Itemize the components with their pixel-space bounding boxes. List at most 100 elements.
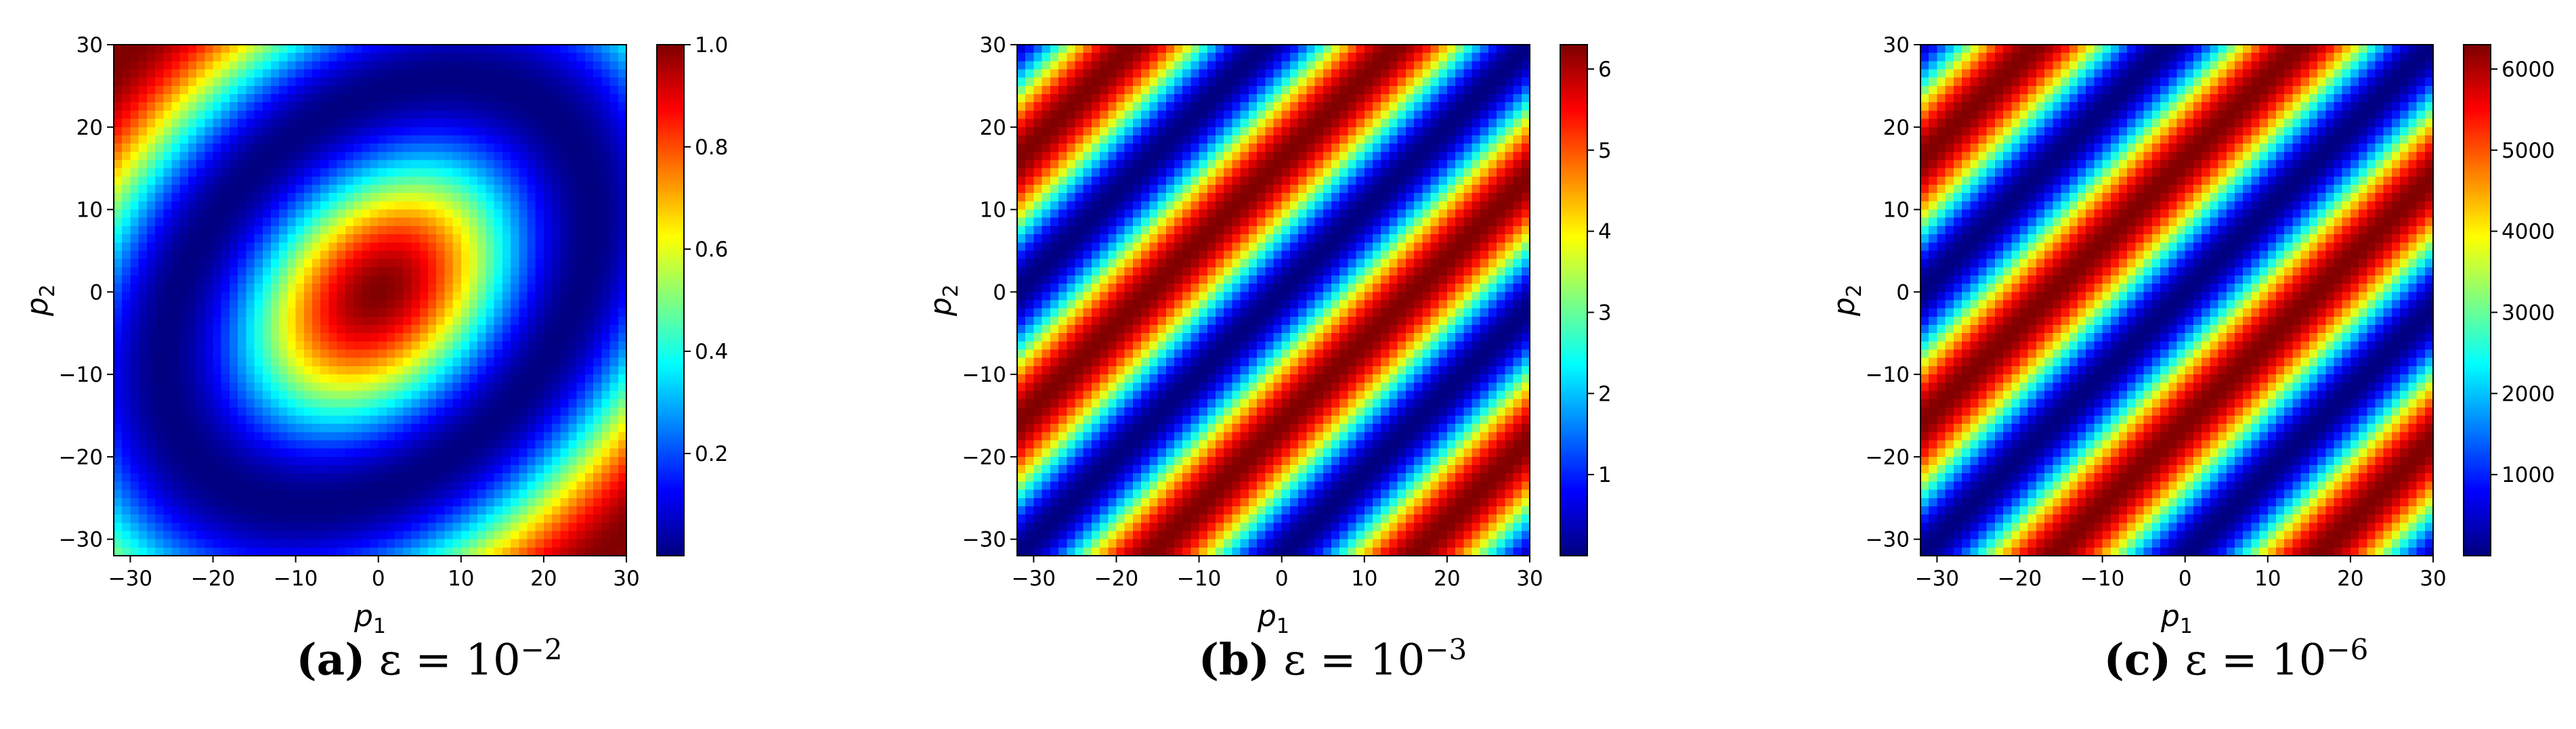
- caption-exponent: −6: [2326, 633, 2369, 666]
- colorbar-tick-label: 6000: [2502, 58, 2555, 82]
- x-tick-label: 0: [2178, 567, 2192, 591]
- y-tick-label: 0: [89, 280, 103, 305]
- panel-c: −30 −20 −10 0 10 20 30 30 20 10 0 −10 −20 −30 p1 p2 …: [1807, 0, 2576, 729]
- x-tick-label: 10: [2254, 567, 2281, 591]
- colorbar-tick-label: 1.0: [695, 33, 728, 58]
- y-tick-label: 20: [980, 116, 1006, 140]
- y-ticks: 30 20 10 0 −10 −20 −30: [59, 33, 114, 552]
- colorbar-frame: [2463, 44, 2491, 556]
- colorbar-tick-label: 6: [1598, 58, 1612, 82]
- y-tick-label: 30: [77, 33, 103, 58]
- y-ticks: 30 20 10 0 −10 −20 −30: [1866, 33, 1920, 552]
- colorbar-tick-label: 1000: [2502, 463, 2555, 487]
- colorbar-tick-label: 0.2: [695, 442, 728, 466]
- y-tick-label: 10: [1883, 198, 1910, 223]
- y-ticks: 30 20 10 0 −10 −20 −30: [962, 33, 1017, 552]
- heatmap-image: [1017, 45, 1530, 556]
- x-tick-label: 30: [1516, 567, 1543, 591]
- x-axis-label: p1: [2160, 599, 2193, 638]
- y-tick-label: 10: [980, 198, 1006, 223]
- y-tick-label: −30: [1866, 528, 1910, 552]
- colorbar-tick-label: 0.4: [695, 340, 728, 364]
- x-tick-label: 10: [448, 567, 474, 591]
- x-tick-label: 10: [1351, 567, 1377, 591]
- colorbar-tick-label: 0.8: [695, 135, 728, 160]
- colorbar-tick-label: 4000: [2502, 220, 2555, 244]
- plot-frame: [113, 44, 627, 556]
- x-tick-label: 20: [2337, 567, 2363, 591]
- y-tick-label: 20: [77, 116, 103, 140]
- y-axis-label: p2: [1827, 284, 1866, 317]
- panel-b: −30 −20 −10 0 10 20 30 30 20 10 0 −10 −20 −30 p1 p2 …: [903, 0, 1762, 729]
- x-tick-label: 30: [613, 567, 639, 591]
- colorbar-tick-label: 1: [1598, 463, 1612, 487]
- colorbar-ticks: 6 5 4 3 2 1: [1587, 58, 1612, 487]
- caption: (a) ε = 10−2: [0, 633, 859, 685]
- colorbar-ticks: 6000 5000 4000 3000 2000 1000: [2491, 58, 2555, 487]
- panel-a: −30 −20 −10 0 10 20 30 30 20 10 0 −10 −20 −30 p1 p2 …: [0, 0, 859, 729]
- colorbar-tick-label: 3000: [2502, 301, 2555, 325]
- y-tick-label: −30: [962, 528, 1006, 552]
- x-tick-label: 30: [2420, 567, 2446, 591]
- colorbar-ticks: 1.0 0.8 0.6 0.4 0.2: [684, 33, 728, 466]
- x-tick-label: −30: [1915, 567, 1959, 591]
- y-axis-label: p2: [924, 284, 963, 317]
- x-tick-label: 20: [530, 567, 557, 591]
- y-tick-label: 20: [1883, 116, 1910, 140]
- x-tick-label: −30: [108, 567, 152, 591]
- colorbar-tick-label: 3: [1598, 301, 1612, 325]
- x-tick-label: −20: [1998, 567, 2042, 591]
- caption-math: ε = 10: [1283, 635, 1425, 686]
- colorbar-tick-label: 4: [1598, 220, 1612, 244]
- y-tick-label: 0: [1896, 280, 1910, 305]
- x-ticks: −30 −20 −10 0 10 20 30: [108, 556, 640, 591]
- y-tick-label: 0: [993, 280, 1006, 305]
- heatmap-image: [1920, 45, 2433, 556]
- y-tick-label: −10: [962, 363, 1006, 387]
- caption: (b) ε = 10−3: [903, 633, 1762, 685]
- heatmap-image: [114, 45, 626, 556]
- colorbar-tick-label: 0.6: [695, 238, 728, 262]
- x-tick-label: 20: [1434, 567, 1460, 591]
- caption-exponent: −2: [520, 633, 563, 666]
- colorbar-frame: [1560, 44, 1588, 556]
- plot-frame: [1016, 44, 1530, 556]
- colorbar-image: [2464, 45, 2491, 556]
- caption-math: ε = 10: [379, 635, 521, 686]
- caption-exponent: −3: [1425, 633, 1467, 666]
- colorbar-tick-label: 5000: [2502, 139, 2555, 163]
- colorbar-tick-label: 2000: [2502, 382, 2555, 406]
- x-tick-label: −20: [1094, 567, 1138, 591]
- x-ticks: −30 −20 −10 0 10 20 30: [1915, 556, 2447, 591]
- x-tick-label: 0: [372, 567, 385, 591]
- colorbar-image: [1560, 45, 1587, 556]
- caption-label: (c): [2103, 634, 2172, 686]
- x-tick-label: −10: [1177, 567, 1221, 591]
- x-tick-label: −10: [274, 567, 318, 591]
- plot-frame: [1920, 44, 2434, 556]
- y-tick-label: 30: [980, 33, 1006, 58]
- y-tick-label: 30: [1883, 33, 1910, 58]
- y-tick-label: −10: [1866, 363, 1910, 387]
- y-axis-label: p2: [20, 284, 60, 317]
- y-tick-label: −20: [962, 445, 1006, 470]
- x-tick-label: −20: [191, 567, 235, 591]
- y-tick-label: 10: [77, 198, 103, 223]
- colorbar-image: [657, 45, 684, 556]
- y-tick-label: −30: [59, 528, 103, 552]
- x-tick-label: −30: [1012, 567, 1056, 591]
- y-tick-label: −20: [1866, 445, 1910, 470]
- x-axis-label: p1: [353, 599, 386, 638]
- x-ticks: −30 −20 −10 0 10 20 30: [1012, 556, 1543, 591]
- colorbar-tick-label: 5: [1598, 139, 1612, 163]
- caption-label: (a): [296, 634, 366, 686]
- y-tick-label: −10: [59, 363, 103, 387]
- caption-label: (b): [1198, 634, 1270, 686]
- y-tick-label: −20: [59, 445, 103, 470]
- caption: (c) ε = 10−6: [1807, 633, 2576, 685]
- colorbar-frame: [656, 44, 685, 556]
- caption-math: ε = 10: [2185, 635, 2327, 686]
